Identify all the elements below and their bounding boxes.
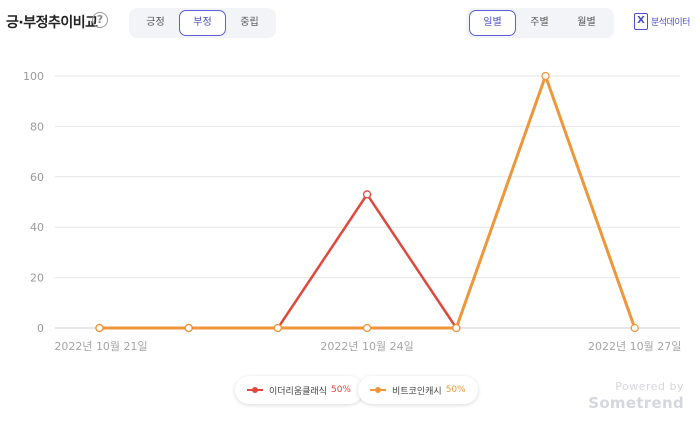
y-tick-label: 60 (30, 171, 44, 184)
legend-marker-2 (370, 385, 386, 395)
brand-name: Sometrend (588, 394, 684, 412)
data-point (362, 323, 372, 333)
tab-weekly[interactable]: 주별 (530, 17, 549, 28)
x-tick-label: 2022년 10월 24일 (320, 339, 413, 353)
legend-item-series-1[interactable]: 이더리움클래식 50% (235, 376, 363, 404)
x-tick-label: 2022년 10월 27일 (588, 339, 681, 353)
data-point (273, 323, 283, 333)
export-data-button[interactable]: X 분석데이터 (634, 13, 690, 30)
y-tick-label: 40 (30, 221, 44, 234)
legend-share-1: 50% (330, 385, 351, 395)
data-point (184, 323, 193, 333)
sentiment-toggle: 긍정 부정 중립 (129, 8, 276, 38)
tab-monthly[interactable]: 월별 (577, 17, 596, 28)
series-line-1 (99, 193, 458, 330)
brand-logo: Powered by Sometrend (588, 380, 684, 412)
help-icon[interactable]: ? (92, 12, 108, 28)
data-point (452, 323, 461, 333)
period-toggle: 일별 주별 월별 (466, 8, 614, 38)
legend-item-series-2[interactable]: 비트코인캐시 50% (358, 376, 478, 404)
tab-positive[interactable]: 긍정 (146, 17, 165, 28)
line-chart: 0 20 40 60 80 100 2022년 10월 21일 2022년 10월 24일 20… (23, 70, 681, 353)
data-point (362, 190, 372, 199)
legend-label-2: 비트코인캐시 (392, 386, 442, 397)
data-point (95, 323, 104, 333)
legend-marker-1 (247, 385, 263, 395)
legend-label-1: 이더리움클래식 (269, 386, 327, 397)
legend-share-2: 50% (445, 385, 466, 395)
y-tick-label: 20 (30, 272, 44, 285)
export-label: 분석데이터 (651, 18, 690, 28)
excel-icon: X (634, 13, 648, 30)
tab-daily[interactable]: 일별 (469, 10, 516, 36)
powered-by-text: Powered by (615, 380, 684, 393)
y-tick-label: 80 (30, 120, 44, 133)
y-tick-label: 0 (37, 322, 44, 335)
tab-negative[interactable]: 부정 (179, 10, 226, 36)
y-tick-label: 100 (23, 70, 44, 83)
chart-title: 긍·부정추이비교 (6, 15, 98, 31)
data-point (630, 323, 639, 333)
x-tick-label: 2022년 10월 21일 (54, 339, 147, 353)
data-point (541, 71, 550, 81)
tab-neutral[interactable]: 중립 (240, 17, 259, 28)
series-line-2 (99, 74, 637, 330)
